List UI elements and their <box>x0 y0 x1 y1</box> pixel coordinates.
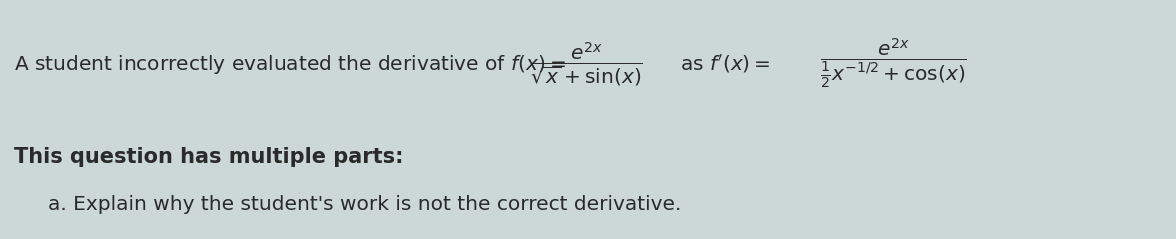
Text: $\dfrac{e^{2x}}{\frac{1}{2}x^{-1/2}+\cos(x)}$: $\dfrac{e^{2x}}{\frac{1}{2}x^{-1/2}+\cos… <box>820 37 967 91</box>
Text: A student incorrectly evaluated the derivative of $f(x) =$: A student incorrectly evaluated the deri… <box>14 53 566 76</box>
Text: as $f'(x) =$: as $f'(x) =$ <box>680 53 770 75</box>
Text: This question has multiple parts:: This question has multiple parts: <box>14 147 403 167</box>
Text: $\dfrac{e^{2x}}{\sqrt{x}+\sin(x)}$: $\dfrac{e^{2x}}{\sqrt{x}+\sin(x)}$ <box>530 40 643 88</box>
Text: a. Explain why the student's work is not the correct derivative.: a. Explain why the student's work is not… <box>48 195 681 213</box>
